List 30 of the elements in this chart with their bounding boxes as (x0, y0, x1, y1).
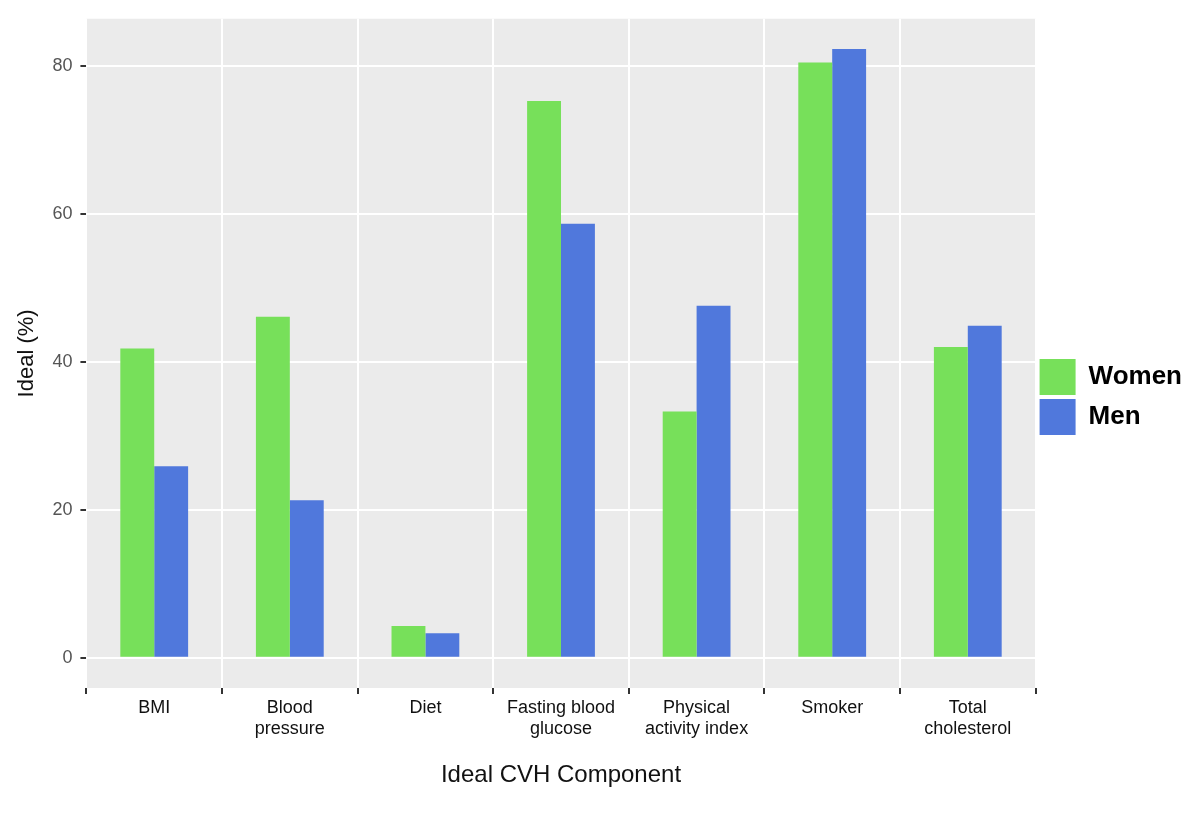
bar (696, 305, 731, 657)
legend-label: Women (1088, 360, 1183, 391)
bar (662, 411, 697, 657)
bar (933, 347, 968, 657)
x-tick-label: Blood pressure (254, 696, 325, 739)
x-tick-label: Fasting blood glucose (506, 696, 616, 739)
x-tick-label: BMI (138, 696, 171, 717)
bar (798, 62, 833, 657)
bar (120, 348, 155, 657)
y-tick-label: 80 (52, 55, 73, 76)
x-tick-label: Total cholesterol (924, 696, 1012, 739)
y-tick-label: 60 (52, 202, 73, 223)
x-tick-label: Physical activity index (645, 696, 749, 739)
y-tick-label: 20 (52, 498, 73, 519)
y-tick-label: 40 (52, 350, 73, 371)
legend-label: Men (1088, 400, 1141, 431)
x-tick-label: Diet (409, 696, 442, 717)
bar (561, 223, 595, 657)
bar (832, 49, 867, 657)
bar (425, 633, 460, 657)
bar (391, 625, 426, 657)
bar (154, 466, 189, 657)
bar (255, 316, 290, 657)
bar (289, 500, 324, 657)
y-axis-title: Ideal (%) (13, 309, 39, 398)
y-tick-label: 0 (62, 646, 73, 667)
bar (967, 325, 1002, 657)
x-axis-title: Ideal CVH Component (440, 760, 682, 788)
x-tick-label: Smoker (801, 696, 864, 717)
bar (527, 100, 562, 657)
